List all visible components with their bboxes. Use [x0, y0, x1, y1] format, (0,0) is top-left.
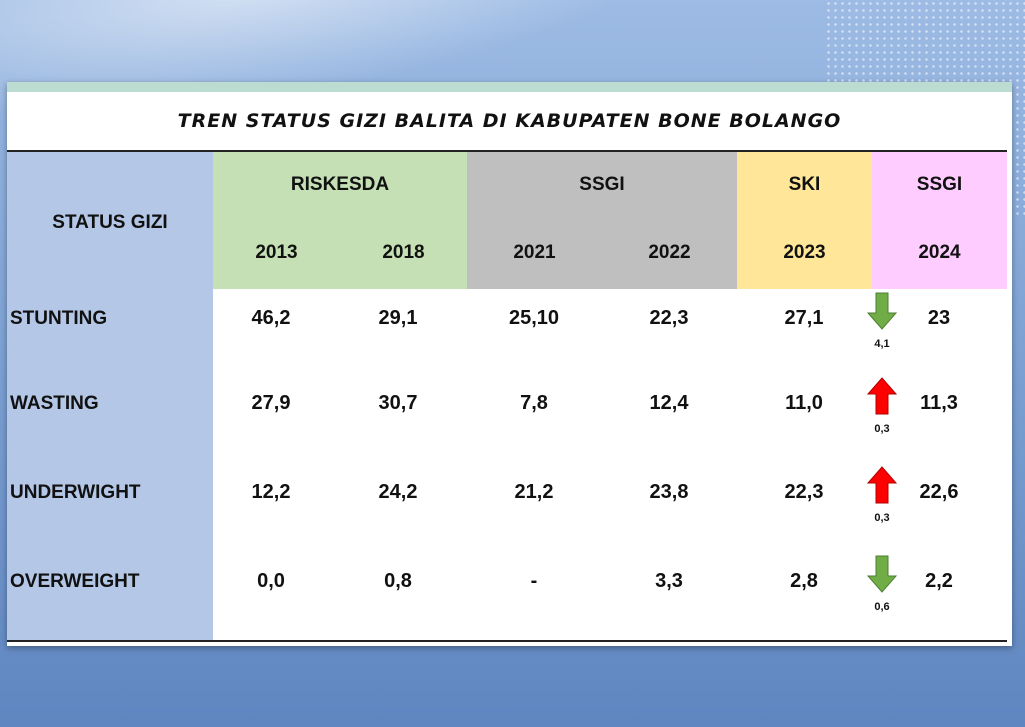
group-label-ssgi-2024: SSGI	[916, 174, 963, 195]
trend-delta-label: 0,3	[874, 423, 890, 435]
table-cell: 23,8	[649, 481, 689, 503]
table-cell: 2,8	[790, 570, 818, 592]
slide-card: TREN STATUS GIZI BALITA DI KABUPATEN BON…	[7, 82, 1012, 646]
arrow-down-icon	[867, 555, 897, 593]
trend-delta-label: 0,6	[874, 601, 890, 613]
table-cell: 46,2	[251, 307, 291, 329]
year-2021: 2021	[513, 242, 556, 263]
row-label-wasting: WASTING	[10, 393, 99, 414]
year-2022: 2022	[648, 242, 691, 263]
header-ssgi	[467, 152, 737, 289]
trend-delta-label: 0,3	[874, 512, 890, 524]
arrow-up-icon	[867, 377, 897, 415]
card-top-bar	[7, 82, 1012, 92]
table-top-rule	[7, 150, 1007, 152]
row-label-stunting: STUNTING	[10, 308, 108, 329]
table-cell: 27,9	[251, 392, 291, 414]
table-cell: 22,3	[649, 307, 689, 329]
table-cell: 2,2	[925, 570, 953, 592]
year-2018: 2018	[382, 242, 425, 263]
slide-title: TREN STATUS GIZI BALITA DI KABUPATEN BON…	[177, 110, 842, 132]
group-label-ssgi: SSGI	[579, 174, 625, 195]
group-label-riskesda: RISKESDA	[290, 174, 390, 195]
header-ssgi-2024	[872, 152, 1007, 289]
table-cell: 11,3	[920, 392, 958, 414]
table-cell: 0,0	[257, 570, 285, 592]
table-cell: 29,1	[378, 307, 418, 329]
year-2023: 2023	[783, 242, 826, 263]
table-cell: 12,2	[251, 481, 291, 503]
header-ski	[737, 152, 872, 289]
table-cell: 22,3	[784, 481, 824, 503]
table-cell: 27,1	[784, 307, 824, 329]
table-cell: 23	[927, 307, 951, 329]
status-column	[7, 152, 213, 640]
table-cell: 3,3	[655, 570, 683, 592]
table-cell: -	[530, 570, 538, 592]
table-cell: 0,8	[384, 570, 412, 592]
table-cell: 22,6	[919, 481, 959, 503]
table-cell: 30,7	[378, 392, 418, 414]
year-2013: 2013	[255, 242, 298, 263]
table-cell: 25,10	[508, 307, 560, 329]
table-cell: 21,2	[514, 481, 554, 503]
group-label-ski: SKI	[788, 174, 821, 195]
arrow-down-icon	[867, 292, 897, 330]
status-gizi-header: STATUS GIZI	[52, 212, 168, 233]
header-riskesda	[213, 152, 467, 289]
arrow-up-icon	[867, 466, 897, 504]
table-cell: 12,4	[649, 392, 689, 414]
year-2024: 2024	[918, 242, 961, 263]
trend-delta-label: 4,1	[874, 338, 890, 350]
row-label-underwight: UNDERWIGHT	[10, 482, 141, 503]
table-cell: 7,8	[520, 392, 548, 414]
table-cell: 24,2	[378, 481, 418, 503]
table-cell: 11,0	[785, 392, 823, 414]
row-label-overweight: OVERWEIGHT	[10, 571, 140, 592]
table-bottom-rule	[7, 640, 1007, 642]
